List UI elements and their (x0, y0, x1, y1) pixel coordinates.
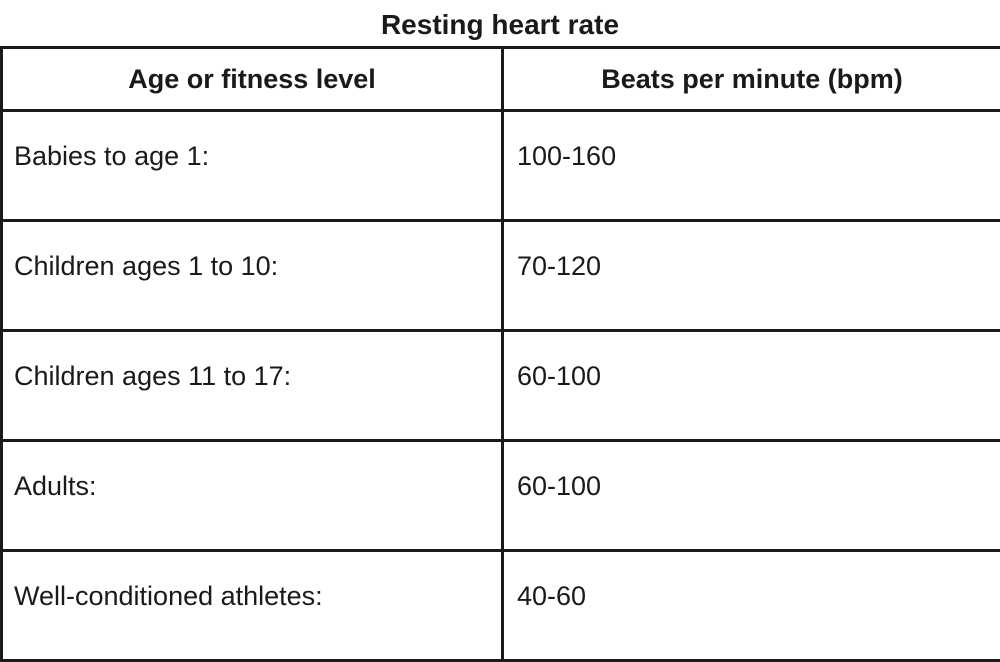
table-row: Babies to age 1: 100-160 (2, 111, 1000, 221)
row-bpm-value: 70-120 (503, 221, 1000, 331)
table-title: Resting heart rate (0, 0, 1000, 46)
table-row: Children ages 1 to 10: 70-120 (2, 221, 1000, 331)
header-row: Age or fitness level Beats per minute (b… (2, 48, 1000, 111)
row-label: Children ages 1 to 10: (2, 221, 503, 331)
header-age-or-fitness-level: Age or fitness level (2, 48, 503, 111)
row-label: Babies to age 1: (2, 111, 503, 221)
row-bpm-value: 40-60 (503, 551, 1000, 661)
table-row: Adults: 60-100 (2, 441, 1000, 551)
row-bpm-value: 60-100 (503, 331, 1000, 441)
row-bpm-value: 60-100 (503, 441, 1000, 551)
row-bpm-value: 100-160 (503, 111, 1000, 221)
row-label: Adults: (2, 441, 503, 551)
table-row: Children ages 11 to 17: 60-100 (2, 331, 1000, 441)
heart-rate-table: Age or fitness level Beats per minute (b… (0, 46, 1000, 662)
table-row: Well-conditioned athletes: 40-60 (2, 551, 1000, 661)
row-label: Well-conditioned athletes: (2, 551, 503, 661)
row-label: Children ages 11 to 17: (2, 331, 503, 441)
header-beats-per-minute: Beats per minute (bpm) (503, 48, 1000, 111)
